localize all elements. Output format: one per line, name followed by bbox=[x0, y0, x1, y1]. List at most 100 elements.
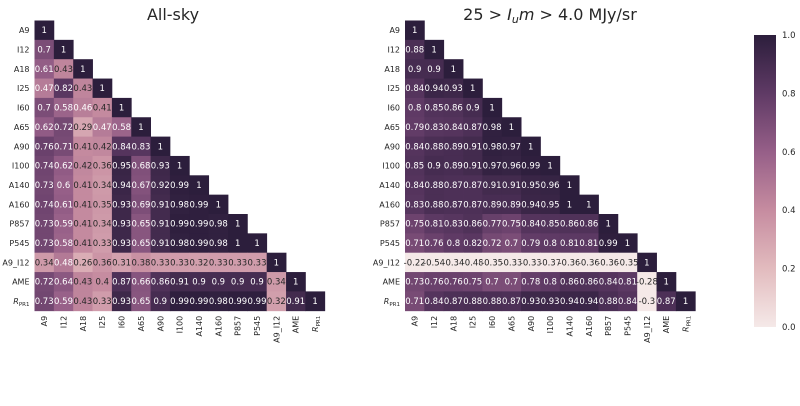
heatmap-cell bbox=[405, 233, 425, 254]
cell-value-label: 0.65 bbox=[131, 297, 150, 307]
cell-value-label: 1 bbox=[605, 220, 610, 230]
heatmap-cell bbox=[92, 194, 113, 215]
cell-value-label: 0.88 bbox=[599, 297, 618, 307]
y-tick-label: A65 bbox=[384, 123, 400, 132]
x-tick-label: RPR1 bbox=[682, 316, 693, 332]
heatmap-cell bbox=[675, 291, 696, 312]
y-tick-label: A160 bbox=[9, 200, 30, 209]
cell-value-label: 0.99 bbox=[190, 220, 209, 230]
heatmap-cell bbox=[305, 291, 326, 312]
heatmap-cell bbox=[443, 214, 464, 234]
heatmap-cell bbox=[53, 272, 74, 292]
cell-value-label: 0.94 bbox=[425, 84, 444, 94]
cell-value-label: 0.42 bbox=[73, 162, 92, 172]
heatmap-cell bbox=[424, 175, 445, 196]
heatmap-cell bbox=[92, 214, 113, 234]
cell-value-label: 1 bbox=[254, 239, 259, 249]
heatmap-cell bbox=[637, 272, 657, 292]
heatmap-cell bbox=[92, 78, 113, 99]
cell-value-label: 0.94 bbox=[521, 200, 540, 210]
heatmap-cell bbox=[131, 214, 151, 234]
cell-value-label: 0.83 bbox=[444, 220, 463, 230]
cell-value-label: 0.33 bbox=[93, 297, 112, 307]
heatmap-cell bbox=[73, 155, 93, 176]
colorbar-tick-label: 0.4 bbox=[782, 206, 796, 216]
heatmap-cell bbox=[228, 233, 248, 254]
cell-value-label: 0.99 bbox=[248, 297, 267, 307]
cell-value-label: 0.8 bbox=[447, 239, 461, 249]
heatmap-cell bbox=[405, 20, 425, 41]
cell-value-label: 0.84 bbox=[599, 278, 618, 288]
cell-value-label: 0.83 bbox=[425, 123, 444, 133]
cell-value-label: 0.87 bbox=[502, 297, 521, 307]
y-tick-label: A65 bbox=[14, 123, 30, 132]
heatmap-cell bbox=[92, 175, 113, 196]
y-axis-tick-labels: A9 I12 A18 I25 I60 A65 A90 I100 A140 A160 P857 P545… bbox=[373, 26, 400, 308]
title-part-i: I bbox=[507, 5, 512, 24]
heatmap-cells: 10.7 10.61 0.43 10.47 0.82 0.43 10.7 0.58 0.46 0.… bbox=[34, 20, 326, 312]
heatmap-cell bbox=[521, 155, 541, 176]
cell-value-label: 0.73 bbox=[35, 297, 54, 307]
heatmap-cell bbox=[463, 233, 483, 254]
cell-value-label: 1 bbox=[196, 181, 201, 191]
y-tick-label: I25 bbox=[17, 84, 30, 93]
cell-value-label: 0.41 bbox=[73, 239, 92, 249]
heatmap-cell bbox=[34, 136, 55, 157]
cell-value-label: 0.41 bbox=[93, 104, 112, 114]
heatmap-cell bbox=[111, 233, 132, 254]
heatmap-cell bbox=[208, 272, 229, 292]
cell-value-label: 0.86 bbox=[579, 278, 598, 288]
cell-value-label: 0.87 bbox=[657, 297, 676, 307]
heatmap-cell bbox=[463, 252, 483, 273]
heatmap-cell bbox=[521, 233, 541, 254]
heatmap-cell bbox=[617, 233, 638, 254]
cell-value-label: 0.72 bbox=[35, 278, 54, 288]
chart-title-left: All-sky bbox=[147, 5, 199, 24]
cell-value-label: 0.47 bbox=[35, 84, 54, 94]
heatmap-cell bbox=[482, 252, 503, 273]
cell-value-label: 1 bbox=[235, 220, 240, 230]
cell-value-label: 0.42 bbox=[93, 142, 112, 152]
x-tick-label: I25 bbox=[469, 316, 478, 329]
heatmap-cell bbox=[150, 233, 171, 254]
x-tick-label: I12 bbox=[430, 316, 439, 329]
heatmap-cell bbox=[521, 272, 541, 292]
cell-value-label: 0.94 bbox=[579, 297, 598, 307]
cell-value-label: 0.4 bbox=[95, 278, 109, 288]
heatmap-cell bbox=[53, 175, 74, 196]
heatmap-cell bbox=[73, 97, 93, 118]
heatmap-cell bbox=[53, 136, 74, 157]
cell-value-label: 0.73 bbox=[35, 220, 54, 230]
heatmap-cell bbox=[208, 194, 229, 215]
cell-value-label: -0.22 bbox=[404, 258, 426, 268]
heatmap-cell bbox=[579, 252, 599, 273]
cell-value-label: 0.8 bbox=[543, 239, 557, 249]
x-tick-label: A90 bbox=[527, 316, 536, 332]
heatmap-cell bbox=[559, 252, 580, 273]
heatmap-cell bbox=[286, 272, 306, 292]
y-tick-label: A160 bbox=[379, 200, 400, 209]
heatmap-cell bbox=[405, 252, 425, 273]
cell-value-label: 1 bbox=[431, 46, 436, 56]
heatmap-cell bbox=[598, 233, 619, 254]
heatmap-cell bbox=[405, 194, 425, 215]
cell-value-label: 0.98 bbox=[209, 220, 228, 230]
colorbar-ticks: 0.0 0.2 0.4 0.6 0.8 1.0 bbox=[782, 31, 796, 333]
heatmap-cell bbox=[53, 59, 74, 79]
cell-value-label: 0.75 bbox=[405, 220, 424, 230]
cell-value-label: 1 bbox=[274, 258, 279, 268]
heatmap-cell bbox=[443, 78, 464, 99]
cell-value-label: 0.74 bbox=[35, 162, 54, 172]
heatmap-cell bbox=[228, 272, 248, 292]
heatmap-cell bbox=[405, 117, 425, 137]
heatmap-cell bbox=[111, 117, 132, 137]
cell-value-label: 0.7 bbox=[37, 104, 51, 114]
heatmap-cell bbox=[540, 272, 561, 292]
cell-value-label: 0.93 bbox=[112, 200, 131, 210]
cell-value-label: 0.79 bbox=[405, 123, 424, 133]
cell-value-label: -0.33 bbox=[500, 258, 522, 268]
heatmap-cell bbox=[424, 97, 445, 118]
y-tick-label: I60 bbox=[17, 104, 30, 113]
cell-value-label: 1 bbox=[216, 200, 221, 210]
cell-value-label: 0.91 bbox=[463, 142, 482, 152]
